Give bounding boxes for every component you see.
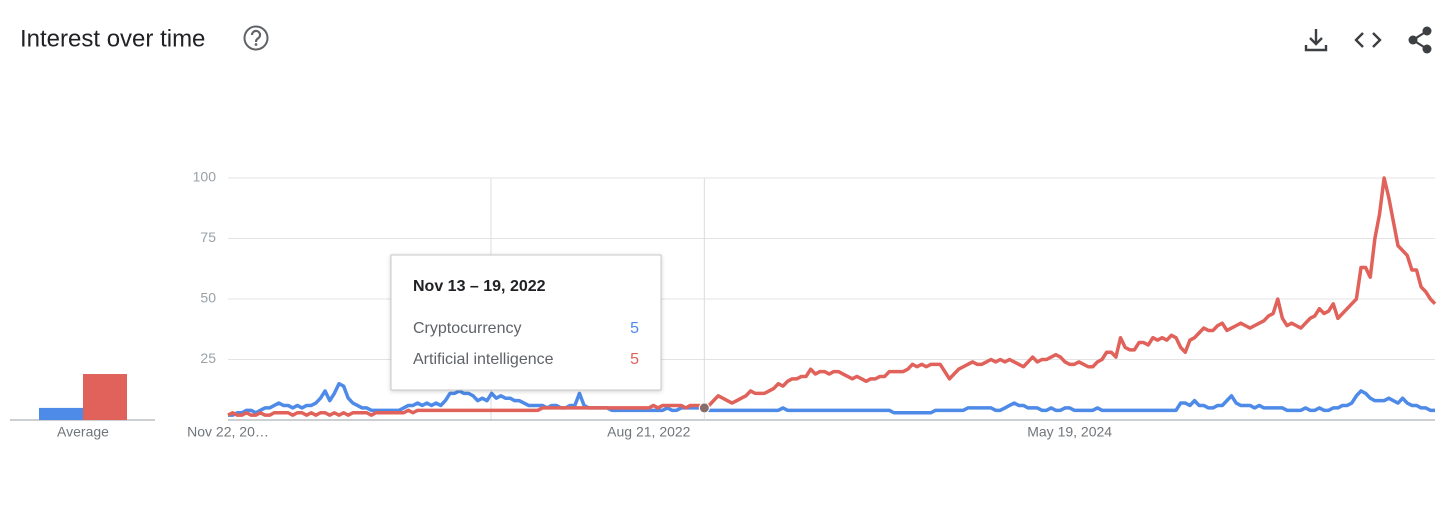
series-line [228, 381, 1435, 417]
series-line [227, 176, 1437, 417]
average-bar [83, 374, 127, 420]
tooltip-box [390, 254, 662, 391]
embed-icon[interactable] [1354, 32, 1382, 48]
average-bar [39, 407, 83, 420]
share-icon[interactable] [1408, 26, 1432, 54]
tooltip-value: 5 [630, 320, 639, 337]
hover-point [698, 402, 710, 414]
x-tick-label: Nov 22, 20… [187, 424, 269, 440]
y-tick-label: 50 [200, 290, 216, 306]
download-icon[interactable] [1304, 29, 1328, 52]
average-label: Average [57, 424, 109, 440]
tooltip-series-name: Cryptocurrency [413, 320, 521, 337]
tooltip: Nov 13 – 19, 2022 Cryptocurrency 5 Artifici… [390, 254, 662, 391]
x-tick-label: May 19, 2024 [1027, 424, 1112, 440]
tooltip-title: Nov 13 – 19, 2022 [413, 278, 546, 295]
y-tick-label: 75 [200, 229, 216, 245]
y-tick-label: 25 [200, 350, 216, 366]
tooltip-value: 5 [630, 351, 639, 368]
plot: 25 50 75 100 Nov 22, 20… Aug 21, 2022 May 19, … [39, 169, 1437, 440]
chart-title: Interest over time [20, 25, 205, 52]
x-tick-label: Aug 21, 2022 [607, 424, 691, 440]
y-tick-label: 100 [193, 169, 217, 185]
help-icon[interactable] [243, 25, 269, 51]
tooltip-series-name: Artificial intelligence [413, 351, 554, 368]
